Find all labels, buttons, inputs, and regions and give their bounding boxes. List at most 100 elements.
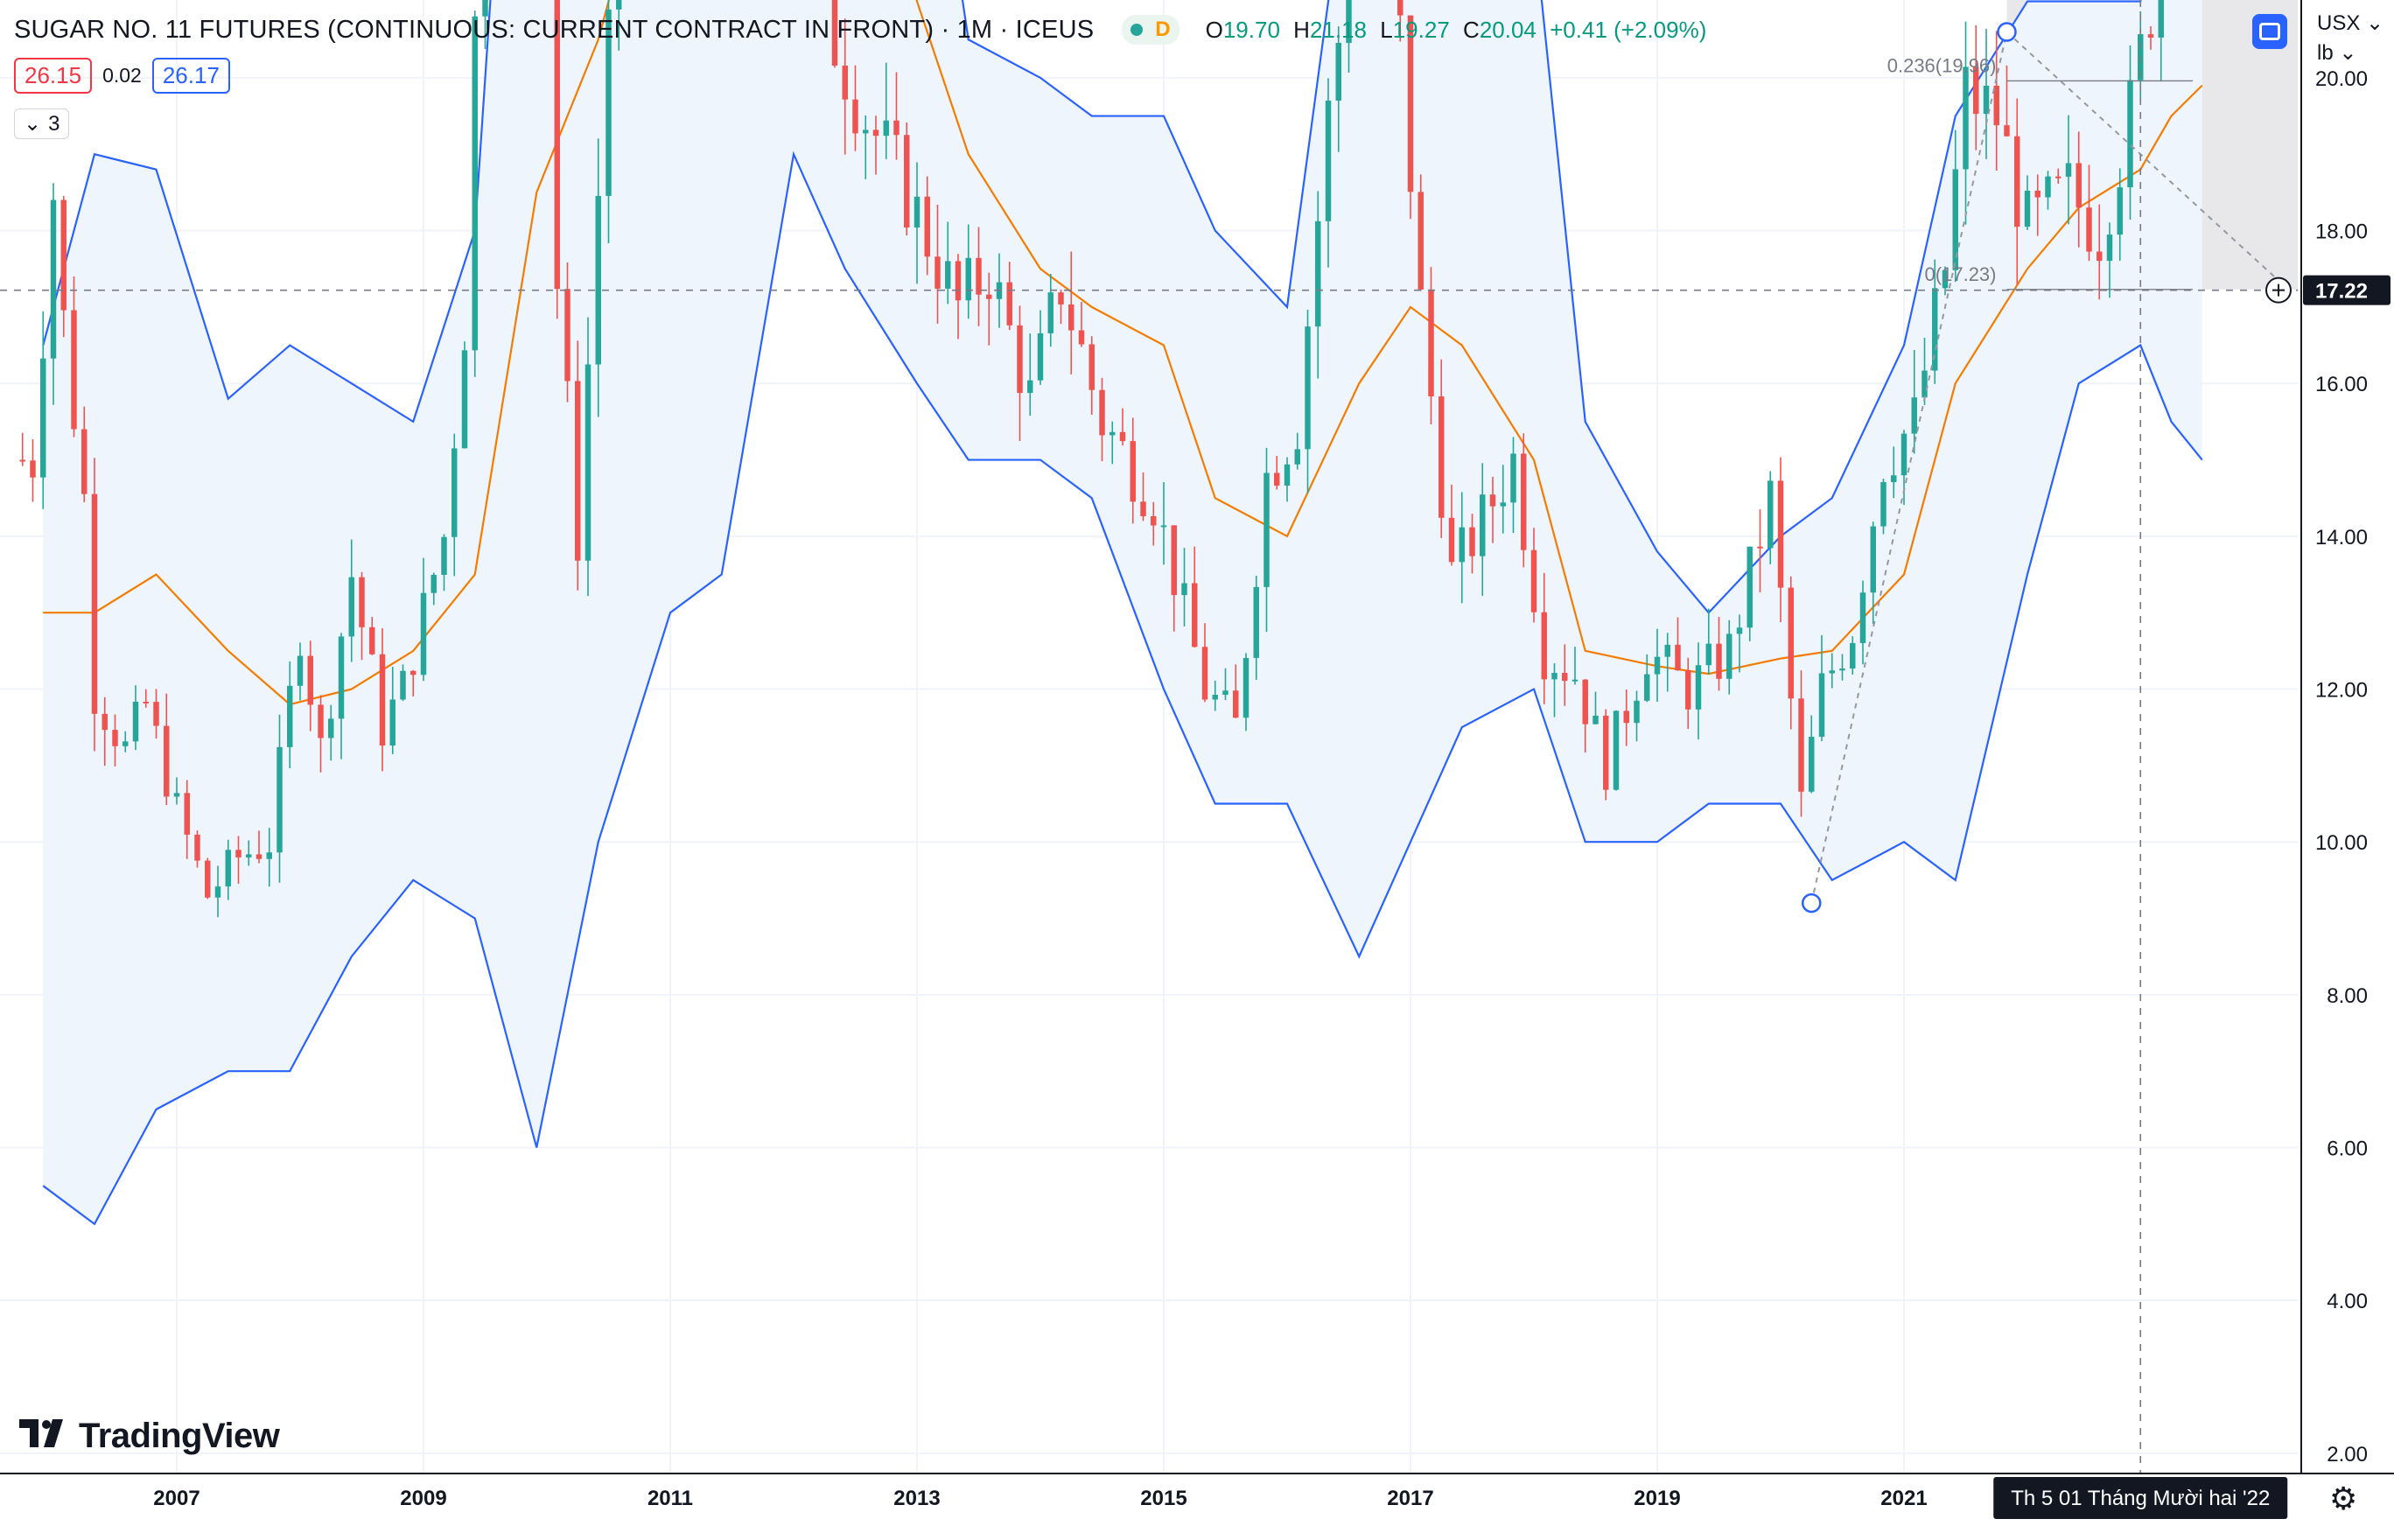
candle [430, 572, 437, 606]
candle [153, 689, 159, 739]
candle [132, 685, 139, 751]
candle [194, 830, 200, 868]
candle [1233, 664, 1239, 718]
indicators-toggle-button[interactable]: ⌄ 3 [14, 108, 70, 139]
candle-body [1253, 586, 1259, 658]
candle [1613, 710, 1620, 791]
candle-body [1768, 480, 1774, 549]
candle-body [430, 574, 437, 593]
candle [410, 669, 416, 696]
candle-body [482, 0, 488, 17]
candle-body [379, 654, 386, 746]
candle [235, 836, 242, 885]
bollinger-band-fill [43, 0, 2202, 1224]
price-axis-tick-label: 10.00 [2315, 831, 2368, 855]
candle [482, 0, 488, 49]
candle-body [389, 699, 396, 746]
candle-body [400, 670, 406, 700]
candle [461, 341, 468, 449]
candle [1829, 653, 1835, 689]
candle-body [287, 685, 293, 747]
compare-symbol-button[interactable] [2252, 14, 2287, 49]
candle-body [1983, 85, 1990, 115]
candle [1983, 28, 1990, 159]
time-axis-tick-label: 2009 [400, 1487, 446, 1510]
candle-body [1592, 715, 1599, 724]
candle [1047, 273, 1054, 347]
unit-selector[interactable]: lb ⌄ [2317, 40, 2356, 66]
candle [1448, 484, 1455, 566]
candle-body [1335, 43, 1341, 101]
candle-body [1088, 344, 1095, 390]
candle-body [1058, 292, 1064, 304]
candle [945, 221, 951, 304]
candle-body [420, 592, 427, 676]
price-axis-tick-label: 2.00 [2327, 1443, 2368, 1466]
candle [1305, 309, 1311, 494]
candle [934, 204, 941, 324]
candle [976, 227, 982, 326]
time-axis-tick-label: 2019 [1634, 1487, 1680, 1510]
candle [1551, 663, 1558, 718]
logo-text: TradingView [79, 1416, 280, 1455]
time-axis-tick-label: 2021 [1880, 1487, 1927, 1510]
candle-body [1859, 592, 1866, 643]
candle [164, 693, 170, 805]
candle [328, 704, 334, 761]
candle-body [616, 0, 622, 10]
close-label: C [1463, 16, 1480, 43]
candle-body [1521, 453, 1527, 550]
market-status-pill[interactable]: D [1122, 15, 1180, 45]
crosshair-price-badge-bg [2303, 275, 2390, 305]
candle-body [1469, 527, 1475, 556]
candle [1942, 266, 1949, 296]
candle [266, 828, 272, 887]
candle-body [1264, 472, 1270, 587]
candle-body [2065, 163, 2072, 177]
candle [1006, 262, 1012, 331]
sell-price-button[interactable]: 26.15 [14, 58, 93, 94]
candle [1253, 575, 1259, 680]
candle-body [1346, 0, 1352, 44]
candle-body [452, 448, 458, 537]
currency-selector[interactable]: USX ⌄ [2317, 10, 2384, 36]
candle [1037, 310, 1044, 385]
candle [904, 122, 910, 236]
bollinger-upper-line [42, 0, 2142, 614]
candle-body [1963, 66, 1969, 170]
candle-body [1716, 643, 1722, 679]
candle [1603, 709, 1609, 801]
time-axis-tick-label: 2015 [1140, 1487, 1186, 1510]
candle [863, 115, 869, 179]
candles [19, 0, 2164, 918]
candle-body [1438, 396, 1445, 518]
candle [1705, 608, 1712, 675]
candle-body [1705, 643, 1712, 666]
candle-body [1489, 494, 1496, 507]
buy-price-button[interactable]: 26.17 [151, 58, 230, 94]
candle [1510, 437, 1516, 533]
candle [1274, 456, 1280, 490]
time-axis-tick-label: 2011 [648, 1487, 693, 1510]
candle [205, 858, 211, 900]
symbol-title[interactable]: SUGAR NO. 11 FUTURES (CONTINUOUS: CURREN… [14, 15, 1095, 44]
candle [1664, 633, 1670, 692]
candle [1428, 267, 1434, 424]
candle [2086, 164, 2092, 262]
candle-body [2158, 0, 2164, 38]
candle [225, 839, 231, 900]
close-value: 20.04 [1479, 16, 1536, 43]
candle [1757, 509, 1763, 593]
tradingview-logo[interactable]: TradingView [19, 1416, 280, 1456]
candle [1963, 21, 1969, 225]
candle-body [2096, 251, 2103, 262]
candle [246, 840, 252, 866]
candle-body [40, 358, 46, 478]
candle-body [1418, 192, 1424, 290]
candle [1151, 501, 1157, 546]
settings-gear-icon[interactable]: ⚙ [2329, 1480, 2358, 1516]
candle-body [1181, 583, 1187, 596]
fib-trend-line [1810, 32, 2008, 904]
candle [1017, 305, 1023, 441]
